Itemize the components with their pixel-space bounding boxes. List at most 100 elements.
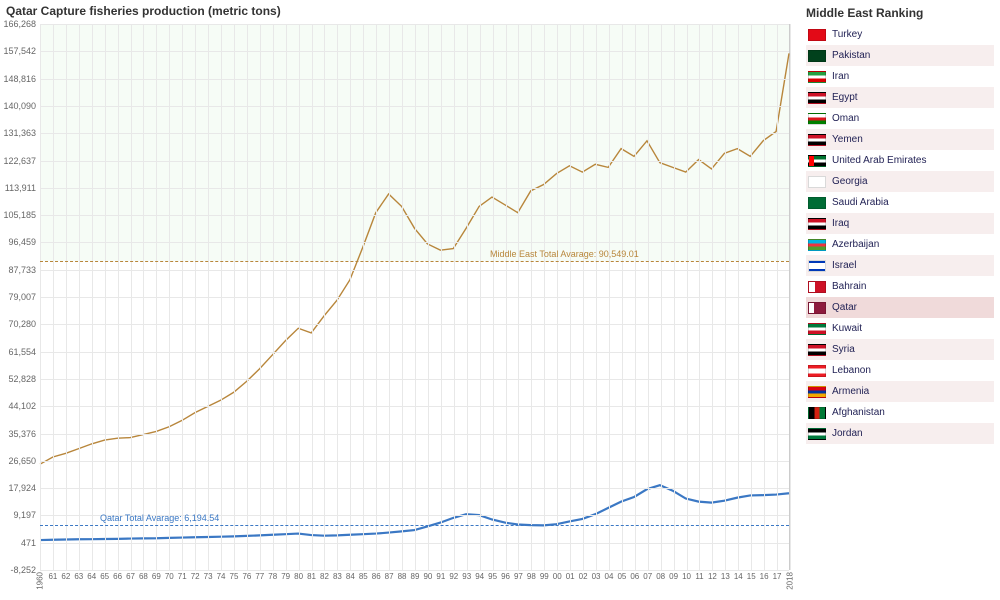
gridline-v <box>635 24 636 570</box>
rank-item-saudi-arabia[interactable]: Saudi Arabia <box>806 192 994 213</box>
rank-item-syria[interactable]: Syria <box>806 339 994 360</box>
x-tick-label: 07 <box>643 572 652 581</box>
gridline-v <box>557 24 558 570</box>
rank-item-qatar[interactable]: Qatar <box>806 297 994 318</box>
x-tick-label: 68 <box>139 572 148 581</box>
x-tick-label: 78 <box>268 572 277 581</box>
y-tick-label: 61,554 <box>8 347 36 357</box>
rank-item-oman[interactable]: Oman <box>806 108 994 129</box>
gridline-v <box>260 24 261 570</box>
chart-panel: Qatar Capture fisheries production (metr… <box>0 0 800 600</box>
gridline-v <box>53 24 54 570</box>
rank-label: Turkey <box>832 29 862 40</box>
rank-item-united-arab-emirates[interactable]: United Arab Emirates <box>806 150 994 171</box>
x-tick-label: 13 <box>721 572 730 581</box>
rank-item-yemen[interactable]: Yemen <box>806 129 994 150</box>
x-tick-label: 2018 <box>786 572 795 590</box>
rank-item-iraq[interactable]: Iraq <box>806 213 994 234</box>
x-tick-label: 65 <box>100 572 109 581</box>
ranking-title: Middle East Ranking <box>806 4 994 24</box>
rank-item-lebanon[interactable]: Lebanon <box>806 360 994 381</box>
x-tick-label: 75 <box>230 572 239 581</box>
gridline-v <box>376 24 377 570</box>
gridline-v <box>286 24 287 570</box>
rank-item-jordan[interactable]: Jordan <box>806 423 994 444</box>
gridline-v <box>609 24 610 570</box>
rank-label: Afghanistan <box>832 407 885 418</box>
rank-label: Pakistan <box>832 50 870 61</box>
x-tick-label: 77 <box>255 572 264 581</box>
rank-label: Israel <box>832 260 856 271</box>
x-tick-label: 89 <box>411 572 420 581</box>
rank-item-azerbaijan[interactable]: Azerbaijan <box>806 234 994 255</box>
qatar-avg-line <box>40 525 789 526</box>
gridline-v <box>428 24 429 570</box>
rank-label: Bahrain <box>832 281 866 292</box>
gridline-v <box>441 24 442 570</box>
flag-icon <box>808 239 826 251</box>
rank-item-georgia[interactable]: Georgia <box>806 171 994 192</box>
flag-icon <box>808 218 826 230</box>
x-tick-label: 94 <box>475 572 484 581</box>
flag-icon <box>808 197 826 209</box>
y-tick-label: 166,268 <box>3 19 36 29</box>
rank-item-pakistan[interactable]: Pakistan <box>806 45 994 66</box>
x-tick-label: 09 <box>669 572 678 581</box>
x-tick-label: 81 <box>307 572 316 581</box>
x-tick-label: 62 <box>61 572 70 581</box>
gridline-v <box>337 24 338 570</box>
gridline-v <box>389 24 390 570</box>
flag-icon <box>808 92 826 104</box>
plot-area: -8,2524719,19717,92426,65035,37644,10252… <box>40 24 790 570</box>
rank-label: Jordan <box>832 428 863 439</box>
rank-item-kuwait[interactable]: Kuwait <box>806 318 994 339</box>
gridline-v <box>324 24 325 570</box>
rank-label: Azerbaijan <box>832 239 879 250</box>
gridline-v <box>156 24 157 570</box>
x-tick-label: 86 <box>372 572 381 581</box>
rank-item-armenia[interactable]: Armenia <box>806 381 994 402</box>
x-tick-label: 93 <box>462 572 471 581</box>
x-tick-label: 69 <box>152 572 161 581</box>
y-tick-label: 105,185 <box>3 210 36 220</box>
gridline-v <box>169 24 170 570</box>
gridline-v <box>247 24 248 570</box>
rank-item-turkey[interactable]: Turkey <box>806 24 994 45</box>
x-tick-label: 97 <box>514 572 523 581</box>
gridline-v <box>105 24 106 570</box>
rank-item-bahrain[interactable]: Bahrain <box>806 276 994 297</box>
gridline-v <box>273 24 274 570</box>
gridline-v <box>583 24 584 570</box>
flag-icon <box>808 155 826 167</box>
x-tick-label: 82 <box>320 572 329 581</box>
gridline-v <box>402 24 403 570</box>
rank-item-israel[interactable]: Israel <box>806 255 994 276</box>
rank-item-afghanistan[interactable]: Afghanistan <box>806 402 994 423</box>
y-tick-label: 96,459 <box>8 237 36 247</box>
gridline-v <box>208 24 209 570</box>
x-tick-label: 73 <box>204 572 213 581</box>
gridline-v <box>415 24 416 570</box>
rank-label: Iraq <box>832 218 849 229</box>
gridline-v <box>725 24 726 570</box>
gridline-v <box>350 24 351 570</box>
y-tick-label: 148,816 <box>3 74 36 84</box>
rank-label: Qatar <box>832 302 857 313</box>
x-tick-label: 76 <box>242 572 251 581</box>
x-tick-label: 84 <box>346 572 355 581</box>
y-tick-label: 35,376 <box>8 429 36 439</box>
rank-item-egypt[interactable]: Egypt <box>806 87 994 108</box>
rank-item-iran[interactable]: Iran <box>806 66 994 87</box>
rank-label: Lebanon <box>832 365 871 376</box>
x-tick-label: 66 <box>113 572 122 581</box>
rank-label: Iran <box>832 71 849 82</box>
y-tick-label: 157,542 <box>3 46 36 56</box>
gridline-v <box>118 24 119 570</box>
rank-label: Egypt <box>832 92 858 103</box>
gridline-v <box>40 24 41 570</box>
ranking-list: Turkey Pakistan Iran Egypt OmanYemenUnited A… <box>806 24 994 444</box>
x-tick-label: 00 <box>553 572 562 581</box>
middle-east-avg-label: Middle East Total Avarage: 90,549.01 <box>490 249 639 259</box>
flag-icon <box>808 176 826 188</box>
y-tick-label: 9,197 <box>13 510 36 520</box>
